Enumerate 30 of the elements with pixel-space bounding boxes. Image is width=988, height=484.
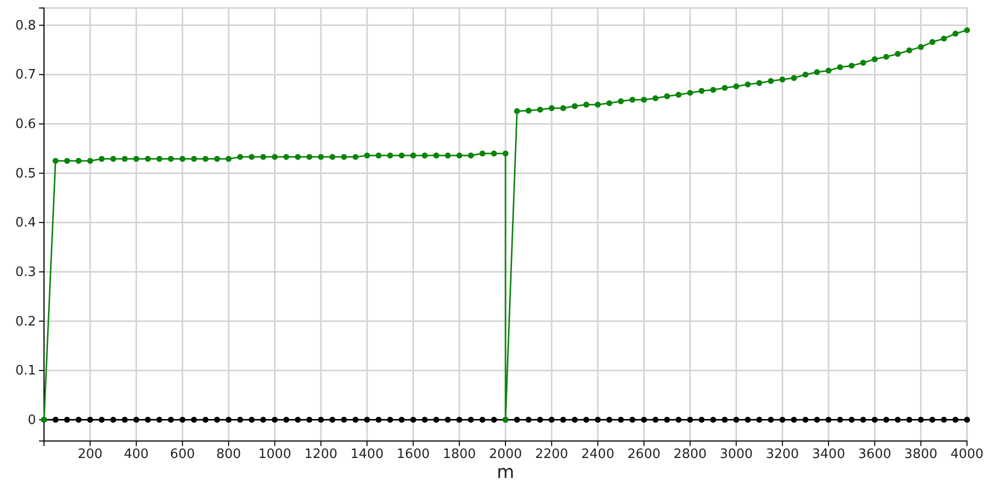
x-tick-label: 2200: [535, 447, 568, 462]
x-tick-label: 600: [170, 447, 195, 462]
x-tick-label: 2000: [488, 447, 522, 462]
y-tick-label: 0.6: [15, 117, 36, 132]
x-tick-label: 3400: [812, 447, 846, 462]
x-tick-label: 4000: [950, 447, 984, 462]
y-tick-label: 0.5: [15, 166, 36, 182]
y-tick-label: 0.2: [15, 314, 36, 330]
x-tick-label: 1000: [258, 447, 292, 462]
x-tick-label: 800: [216, 447, 242, 462]
x-tick-label: 3200: [766, 447, 799, 462]
y-tick-label: 0.1: [15, 364, 36, 379]
x-tick-label: 3000: [720, 447, 753, 462]
x-tick-label: 3600: [858, 447, 892, 462]
y-tick-label: 0: [28, 412, 36, 428]
x-tick-label: 1600: [396, 447, 430, 462]
x-tick-label: 2800: [674, 447, 707, 462]
x-axis-title: m: [496, 462, 514, 483]
x-tick-label: 200: [78, 447, 103, 462]
y-tick-label: 0.4: [15, 216, 36, 231]
y-tick-label: 0.8: [15, 18, 36, 34]
x-tick-label: 1800: [442, 447, 476, 462]
y-tick-label: 0.7: [15, 68, 36, 83]
x-tick-label: 1400: [350, 447, 384, 462]
x-tick-label: 3800: [904, 447, 938, 462]
x-tick-label: 2400: [581, 447, 614, 462]
x-tick-label: 400: [124, 447, 149, 462]
x-tick-label: 1200: [304, 447, 338, 462]
x-tick-label: 2600: [627, 447, 660, 462]
y-tick-label: 0.3: [15, 265, 36, 280]
